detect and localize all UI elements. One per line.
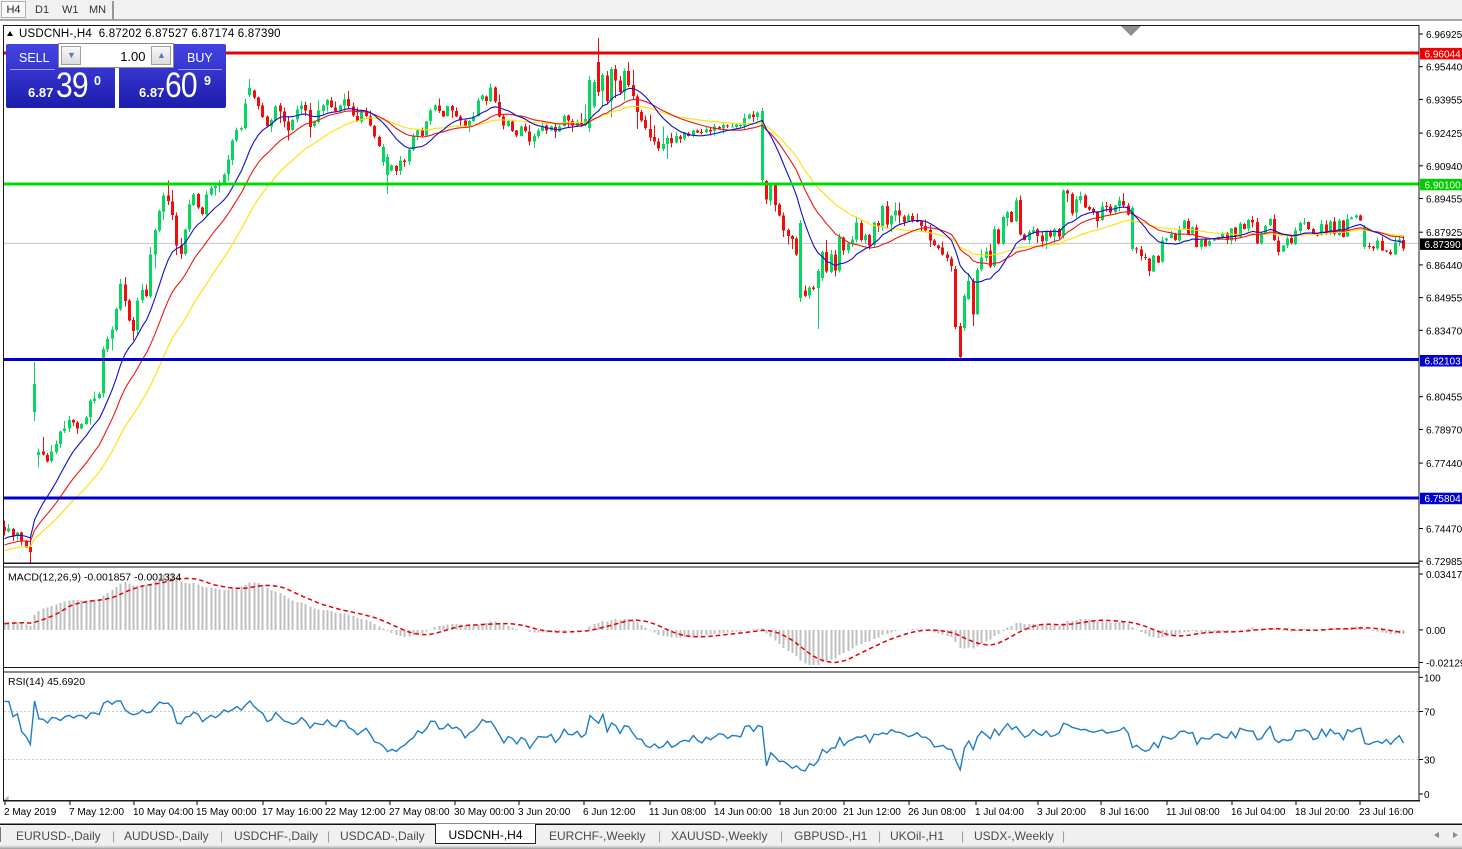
svg-text:-0.021296: -0.021296 [1426, 659, 1462, 670]
svg-text:11 Jun 08:00: 11 Jun 08:00 [649, 807, 707, 818]
svg-text:6.96925: 6.96925 [1426, 30, 1462, 41]
svg-text:27 May 08:00: 27 May 08:00 [389, 807, 450, 818]
svg-text:RSI(14) 45.6920: RSI(14) 45.6920 [8, 676, 85, 688]
svg-text:6.96044: 6.96044 [1425, 49, 1462, 60]
svg-text:14 Jun 00:00: 14 Jun 00:00 [714, 807, 772, 818]
svg-text:0.034174: 0.034174 [1426, 570, 1462, 581]
svg-text:6.93955: 6.93955 [1426, 95, 1462, 106]
svg-text:6.90940: 6.90940 [1426, 162, 1462, 173]
svg-text:3 Jun 20:00: 3 Jun 20:00 [518, 807, 571, 818]
svg-text:7 May 12:00: 7 May 12:00 [69, 807, 124, 818]
svg-text:6.74470: 6.74470 [1426, 525, 1462, 536]
svg-text:18 Jul 20:00: 18 Jul 20:00 [1295, 807, 1350, 818]
svg-text:6.87925: 6.87925 [1426, 228, 1462, 239]
svg-text:6.84955: 6.84955 [1426, 294, 1462, 305]
svg-text:6.95440: 6.95440 [1426, 63, 1462, 74]
svg-text:2 May 2019: 2 May 2019 [4, 807, 57, 818]
svg-text:8 Jul 16:00: 8 Jul 16:00 [1100, 807, 1149, 818]
svg-text:6.82103: 6.82103 [1425, 357, 1462, 368]
svg-text:6.75804: 6.75804 [1425, 494, 1462, 505]
svg-text:6.77440: 6.77440 [1426, 459, 1462, 470]
svg-text:30 May 00:00: 30 May 00:00 [454, 807, 515, 818]
svg-text:30: 30 [1424, 756, 1436, 767]
svg-text:6.83470: 6.83470 [1426, 326, 1462, 337]
svg-text:10 May 04:00: 10 May 04:00 [133, 807, 194, 818]
svg-text:MACD(12,26,9) -0.001857 -0.001: MACD(12,26,9) -0.001857 -0.001334 [8, 572, 182, 584]
svg-text:18 Jun 20:00: 18 Jun 20:00 [779, 807, 837, 818]
svg-text:15 May 00:00: 15 May 00:00 [196, 807, 257, 818]
svg-text:1 Jul 04:00: 1 Jul 04:00 [975, 807, 1024, 818]
svg-text:23 Jul 16:00: 23 Jul 16:00 [1359, 807, 1414, 818]
svg-text:0: 0 [1424, 790, 1430, 801]
svg-text:6.87390: 6.87390 [1425, 240, 1462, 251]
svg-text:21 Jun 12:00: 21 Jun 12:00 [843, 807, 901, 818]
svg-text:17 May 16:00: 17 May 16:00 [262, 807, 323, 818]
svg-text:6.92425: 6.92425 [1426, 129, 1462, 140]
svg-text:6.90100: 6.90100 [1425, 180, 1462, 191]
svg-text:3 Jul 20:00: 3 Jul 20:00 [1037, 807, 1086, 818]
svg-text:6.80455: 6.80455 [1426, 393, 1462, 404]
svg-text:6 Jun 12:00: 6 Jun 12:00 [583, 807, 636, 818]
svg-text:6.78970: 6.78970 [1426, 425, 1462, 436]
svg-text:11 Jul 08:00: 11 Jul 08:00 [1166, 807, 1220, 818]
svg-text:6.89455: 6.89455 [1426, 195, 1462, 206]
svg-text:22 May 12:00: 22 May 12:00 [325, 807, 386, 818]
svg-text:6.86440: 6.86440 [1426, 261, 1462, 272]
svg-text:0.00: 0.00 [1426, 626, 1446, 637]
svg-text:6.72985: 6.72985 [1426, 557, 1462, 568]
svg-text:70: 70 [1424, 708, 1436, 719]
svg-text:100: 100 [1424, 673, 1441, 684]
svg-text:16 Jul 04:00: 16 Jul 04:00 [1231, 807, 1286, 818]
svg-text:26 Jun 08:00: 26 Jun 08:00 [908, 807, 966, 818]
